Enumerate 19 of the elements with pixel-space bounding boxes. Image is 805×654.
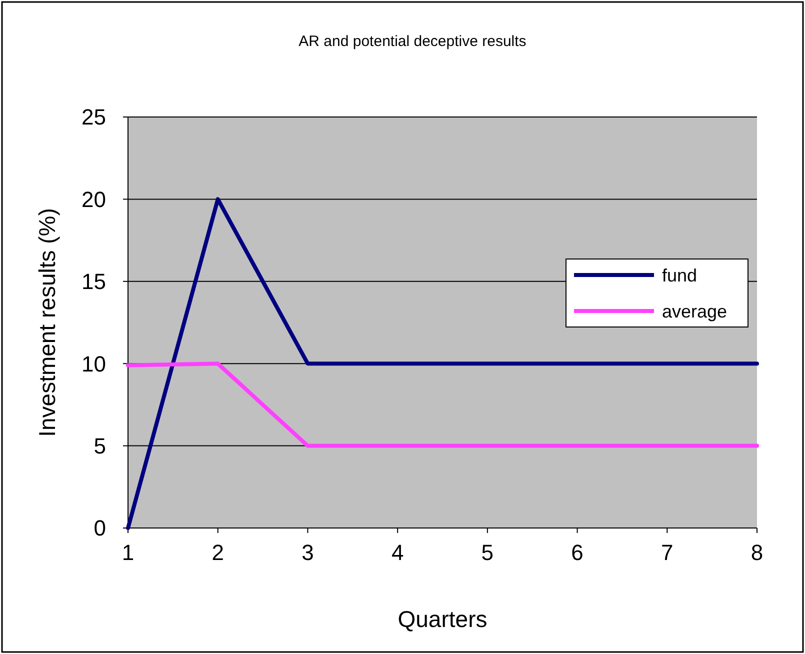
y-axis-title: Investment results (%) [34,208,60,437]
y-tick-label: 15 [82,269,106,294]
legend-label: fund [662,265,698,286]
y-tick-label: 0 [94,516,106,541]
x-tick-label: 7 [661,540,674,565]
x-axis-title: Quarters [398,606,488,632]
x-tick-label: 3 [302,540,314,565]
y-tick-label: 10 [82,351,106,376]
y-tick-label: 25 [82,104,106,130]
x-tick-label: 1 [122,540,134,565]
x-tick-label: 4 [391,540,404,565]
chart-title: AR and potential deceptive results [298,33,526,50]
x-tick-label: 5 [481,540,494,565]
x-tick-label: 6 [571,540,584,565]
x-tick-label: 8 [750,540,764,565]
y-tick-label: 5 [94,434,106,458]
y-tick-label: 20 [82,186,106,212]
x-tick-label: 2 [212,540,224,565]
legend-label: average [662,301,728,322]
